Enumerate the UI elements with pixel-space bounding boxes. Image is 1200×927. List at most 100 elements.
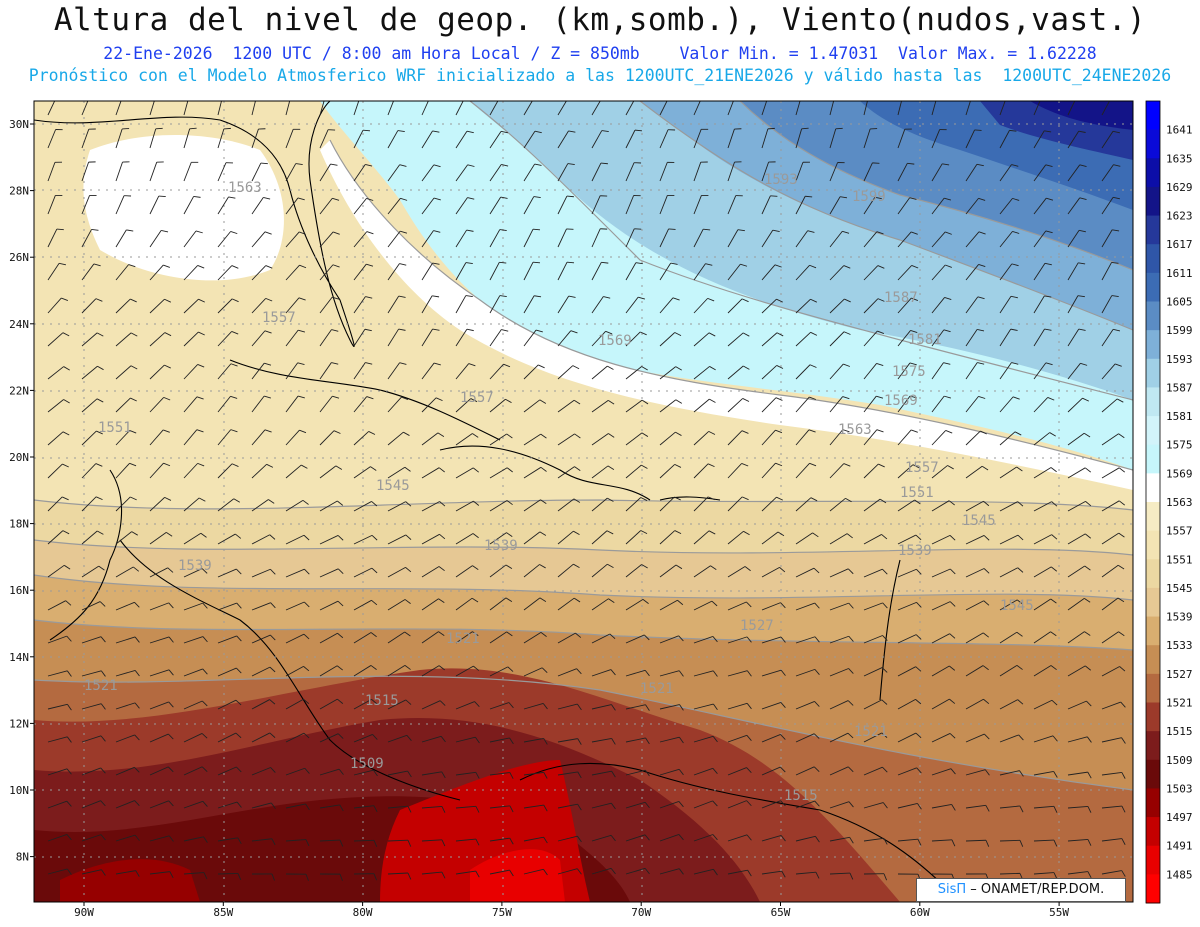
lat-tick-label: 16N (9, 584, 29, 597)
wind-barb (47, 768, 68, 776)
wind-barb-flag (163, 396, 171, 401)
wind-barb-flag (66, 768, 72, 775)
wind-barb (455, 328, 468, 347)
contour-label: 1527 (740, 618, 774, 634)
wind-barb (251, 732, 271, 743)
wind-barb-flag (573, 530, 580, 535)
wind-barb-flag (168, 733, 174, 740)
wind-barb (489, 262, 500, 281)
wind-barb (81, 398, 98, 413)
wind-barb (47, 463, 63, 479)
credit-text: – ONAMET/REP.DOM. (966, 882, 1105, 897)
wind-barb (1067, 130, 1080, 149)
wind-barb-flag (269, 534, 276, 540)
colorbar-swatch (1146, 502, 1160, 532)
wind-barb-flag (1010, 295, 1018, 299)
wind-barb-flag (949, 698, 956, 704)
wind-barb (217, 667, 237, 677)
wind-barb (523, 632, 542, 644)
wind-barb (761, 332, 778, 347)
wind-barb (47, 431, 64, 446)
wind-barb (217, 568, 237, 578)
wind-barb-flag (399, 263, 407, 266)
wind-barb-flag (169, 871, 174, 879)
wind-barb (421, 397, 437, 413)
wind-barb (523, 738, 544, 743)
wind-barb (115, 496, 131, 512)
wind-barb-flag (196, 429, 204, 433)
wind-barb-flag (260, 162, 268, 165)
wind-barb-flag (439, 533, 446, 540)
wind-barb-flag (506, 500, 513, 506)
wind-barb-flag (1118, 532, 1125, 538)
wind-barb-flag (575, 632, 582, 638)
wind-barb (319, 264, 334, 281)
wind-barb (625, 366, 642, 380)
wind-barb (353, 296, 366, 314)
wind-barb-flag (636, 97, 643, 98)
wind-barb-flag (223, 95, 230, 96)
wind-barb-flag (915, 534, 922, 541)
wind-barb (897, 464, 914, 479)
wind-barb (81, 430, 97, 446)
wind-barb (285, 429, 300, 446)
wind-barb (455, 870, 476, 875)
wind-barb (659, 162, 668, 182)
lat-tick-label: 20N (9, 451, 29, 464)
contour-label: 1557 (262, 310, 296, 326)
wind-barb-flag (644, 868, 650, 875)
wind-barb (795, 567, 815, 578)
wind-barb-flag (263, 197, 271, 200)
wind-barb-flag (945, 231, 952, 235)
wind-barb-flag (332, 395, 340, 399)
wind-barb (829, 230, 843, 248)
wind-barb (149, 766, 169, 776)
lon-tick-label: 75W (492, 906, 512, 919)
wind-barb (591, 738, 612, 743)
wind-barb-flag (674, 530, 682, 535)
colorbar-label: 1629 (1166, 181, 1193, 194)
wind-barb (557, 738, 578, 743)
wind-barb-flag (168, 835, 174, 842)
wind-barb (115, 702, 136, 710)
wind-barb (1101, 631, 1119, 644)
lon-tick-label: 70W (631, 906, 651, 919)
model-info-line: Pronóstico con el Modelo Atmosferico WRF… (28, 66, 1172, 85)
wind-barb-flag (509, 869, 514, 877)
wind-barb-flag (473, 500, 480, 506)
wind-barb (81, 263, 95, 281)
wind-barb-flag (407, 770, 412, 778)
wind-barb-flag (840, 196, 848, 199)
wind-barb-flag (299, 231, 306, 235)
wind-barb (47, 834, 68, 842)
wind-barb (387, 872, 408, 875)
wind-barb-flag (437, 432, 445, 437)
wind-barb-flag (366, 396, 374, 400)
wind-barb-flag (943, 329, 951, 333)
contour-label: 1539 (898, 543, 932, 559)
wind-barb (149, 429, 164, 446)
wind-barb-flag (134, 800, 140, 807)
wind-barb-flag (1121, 772, 1126, 779)
wind-barb-flag (638, 296, 646, 300)
wind-barb-flag (134, 834, 140, 841)
wind-barb (217, 635, 237, 644)
wind-barb (523, 597, 541, 611)
wind-barb (625, 296, 639, 314)
wind-barb (693, 868, 714, 875)
wind-barb (795, 871, 816, 875)
wind-barb (727, 530, 744, 545)
wind-barb (421, 839, 442, 842)
wind-barb (591, 704, 612, 710)
wind-barb (421, 295, 433, 314)
wind-barb (999, 501, 1018, 512)
wind-barb (455, 197, 468, 215)
wind-barb (319, 665, 338, 677)
wind-barb-flag (67, 704, 72, 711)
wind-barb-flag (974, 129, 982, 131)
wind-barb (217, 396, 231, 413)
wind-barb (1101, 564, 1119, 578)
wind-barb-flag (645, 769, 650, 777)
wind-barb (149, 497, 165, 512)
wind-barb-flag (679, 704, 684, 711)
